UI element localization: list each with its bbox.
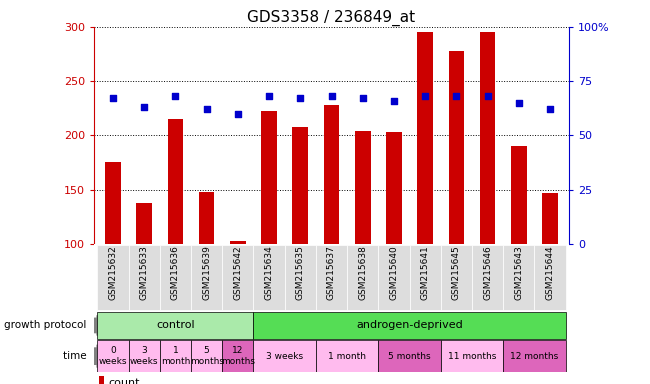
Bar bbox=[347, 245, 378, 310]
Bar bbox=[254, 312, 566, 339]
Bar bbox=[222, 245, 254, 310]
Point bbox=[545, 106, 555, 113]
Text: count: count bbox=[109, 378, 140, 384]
Bar bbox=[129, 245, 160, 310]
Bar bbox=[105, 162, 121, 244]
Text: 5
months: 5 months bbox=[190, 346, 224, 366]
Point bbox=[451, 93, 462, 99]
Bar bbox=[316, 245, 347, 310]
Text: GSM215646: GSM215646 bbox=[483, 245, 492, 300]
Text: GSM215641: GSM215641 bbox=[421, 245, 430, 300]
Text: GSM215632: GSM215632 bbox=[109, 245, 118, 300]
Point bbox=[108, 95, 118, 101]
Text: 5 months: 5 months bbox=[388, 352, 431, 361]
Bar bbox=[410, 245, 441, 310]
Bar bbox=[222, 341, 254, 372]
Bar bbox=[99, 376, 104, 384]
Point bbox=[326, 93, 337, 99]
Bar bbox=[441, 245, 472, 310]
Bar bbox=[378, 341, 441, 372]
Bar bbox=[98, 245, 129, 310]
Bar bbox=[534, 245, 566, 310]
Text: GSM215645: GSM215645 bbox=[452, 245, 461, 300]
FancyArrow shape bbox=[94, 315, 103, 336]
Text: GSM215638: GSM215638 bbox=[358, 245, 367, 300]
Bar bbox=[542, 193, 558, 244]
Bar bbox=[136, 203, 152, 244]
Bar bbox=[98, 312, 254, 339]
Text: 12 months: 12 months bbox=[510, 352, 558, 361]
Point bbox=[358, 95, 368, 101]
Point bbox=[482, 93, 493, 99]
Bar bbox=[316, 341, 378, 372]
Text: 12
months: 12 months bbox=[221, 346, 255, 366]
Text: 11 months: 11 months bbox=[448, 352, 496, 361]
Bar bbox=[160, 341, 191, 372]
Text: GSM215640: GSM215640 bbox=[389, 245, 398, 300]
Text: GSM215643: GSM215643 bbox=[514, 245, 523, 300]
Bar bbox=[160, 245, 191, 310]
Bar bbox=[254, 341, 316, 372]
Bar bbox=[448, 51, 464, 244]
FancyArrow shape bbox=[94, 345, 103, 367]
Point bbox=[202, 106, 212, 113]
Bar bbox=[254, 245, 285, 310]
Bar bbox=[199, 192, 215, 244]
Point bbox=[420, 93, 430, 99]
Text: control: control bbox=[156, 320, 195, 331]
Bar bbox=[355, 131, 370, 244]
Text: GSM215644: GSM215644 bbox=[545, 245, 554, 300]
Bar bbox=[378, 245, 410, 310]
Point bbox=[139, 104, 150, 110]
Bar bbox=[98, 341, 129, 372]
Text: GSM215635: GSM215635 bbox=[296, 245, 305, 300]
Bar bbox=[168, 119, 183, 244]
Bar bbox=[285, 245, 316, 310]
Text: 0
weeks: 0 weeks bbox=[99, 346, 127, 366]
Text: GSM215637: GSM215637 bbox=[327, 245, 336, 300]
Bar bbox=[511, 146, 526, 244]
Bar bbox=[129, 341, 160, 372]
Text: 3 weeks: 3 weeks bbox=[266, 352, 304, 361]
Point bbox=[389, 98, 399, 104]
Text: GSM215639: GSM215639 bbox=[202, 245, 211, 300]
Bar bbox=[191, 245, 222, 310]
Bar bbox=[230, 241, 246, 244]
Point bbox=[264, 93, 274, 99]
Bar bbox=[503, 245, 534, 310]
Bar bbox=[472, 245, 503, 310]
Text: time: time bbox=[62, 351, 90, 361]
Point bbox=[170, 93, 181, 99]
Point bbox=[295, 95, 306, 101]
Bar bbox=[417, 32, 433, 244]
Bar bbox=[261, 111, 277, 244]
Text: GSM215636: GSM215636 bbox=[171, 245, 180, 300]
Text: 1
month: 1 month bbox=[161, 346, 190, 366]
Text: GSM215642: GSM215642 bbox=[233, 245, 242, 300]
Bar bbox=[191, 341, 222, 372]
Bar bbox=[324, 105, 339, 244]
Bar bbox=[480, 32, 495, 244]
Text: 1 month: 1 month bbox=[328, 352, 366, 361]
Text: GSM215633: GSM215633 bbox=[140, 245, 149, 300]
Text: androgen-deprived: androgen-deprived bbox=[356, 320, 463, 331]
Text: growth protocol: growth protocol bbox=[4, 320, 90, 331]
Point bbox=[233, 111, 243, 117]
Text: GSM215634: GSM215634 bbox=[265, 245, 274, 300]
Text: 3
weeks: 3 weeks bbox=[130, 346, 159, 366]
Bar bbox=[441, 341, 503, 372]
Point bbox=[514, 100, 524, 106]
Bar bbox=[292, 127, 308, 244]
Bar bbox=[503, 341, 566, 372]
Bar bbox=[386, 132, 402, 244]
Title: GDS3358 / 236849_at: GDS3358 / 236849_at bbox=[248, 9, 415, 25]
